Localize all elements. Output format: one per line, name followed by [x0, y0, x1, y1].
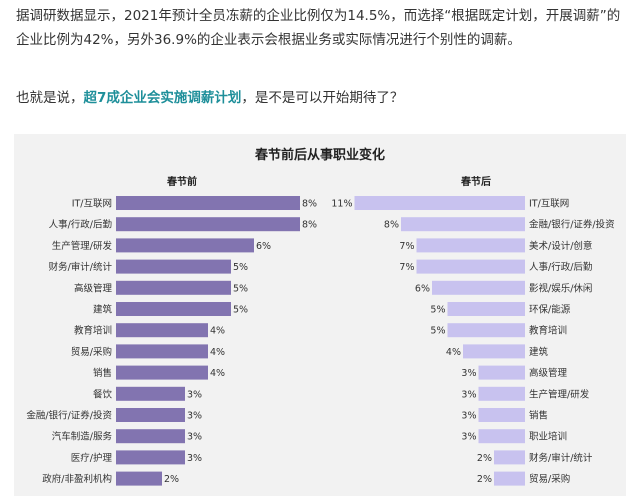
before-value-label: 4% — [210, 347, 225, 358]
summary-text-after: ，是不是可以开始期待了？ — [241, 90, 404, 106]
summary-paragraph: 也就是说，超7成企业会实施调薪计划，是不是可以开始期待了？ — [16, 86, 628, 110]
after-chart-subtitle: 春节后 — [461, 175, 491, 188]
after-bar — [478, 408, 525, 422]
before-bar — [116, 365, 208, 380]
after-value-label: 3% — [461, 411, 476, 422]
after-value-label: 3% — [461, 432, 476, 443]
after-bar — [494, 450, 525, 465]
before-bar — [116, 471, 162, 486]
after-category-label: 生产管理/研发 — [529, 388, 590, 400]
after-category-label: 贸易/采购 — [529, 473, 570, 485]
after-bar — [432, 280, 525, 295]
before-category-label: 医疗/护理 — [71, 452, 113, 464]
after-bar — [416, 238, 525, 253]
occupation-change-chart: 春节前后从事职业变化 春节前 春节后 IT/互联网 8% 人事/行政/后勤 8% 生产管… — [14, 134, 626, 496]
before-value-label: 5% — [233, 283, 248, 294]
after-value-label: 7% — [399, 262, 414, 273]
after-category-label: 美术/设计/创意 — [529, 240, 592, 252]
before-bar — [116, 323, 208, 338]
before-value-label: 4% — [210, 326, 225, 337]
after-category-label: 职业培训 — [529, 431, 567, 443]
after-value-label: 3% — [461, 389, 476, 400]
after-category-label: IT/互联网 — [529, 199, 569, 210]
before-value-label: 5% — [233, 305, 248, 316]
before-bar — [116, 302, 231, 316]
before-value-label: 8% — [302, 199, 317, 210]
before-category-label: 高级管理 — [74, 282, 113, 294]
before-bar — [116, 429, 185, 444]
before-bar — [116, 280, 231, 295]
before-category-label: IT/互联网 — [72, 199, 112, 210]
before-value-label: 3% — [187, 432, 202, 443]
after-category-label: 金融/银行/证券/投资 — [529, 219, 615, 231]
after-category-label: 影视/娱乐/休闲 — [529, 282, 592, 294]
after-chart-bars: 11% IT/互联网 8% 金融/银行/证券/投资 7% 美术/设计/创意 7% 人事/行政/… — [331, 196, 615, 486]
after-category-label: 环保/能源 — [529, 304, 571, 316]
after-category-label: 教育培训 — [529, 325, 567, 337]
after-value-label: 3% — [461, 368, 476, 379]
after-value-label: 5% — [430, 305, 445, 316]
before-category-label: 餐饮 — [93, 388, 113, 400]
after-bar — [478, 365, 525, 380]
before-bar — [116, 196, 300, 210]
before-bar — [116, 408, 185, 422]
before-category-label: 建筑 — [93, 304, 113, 316]
before-value-label: 8% — [302, 220, 317, 231]
before-bar — [116, 450, 185, 465]
before-value-label: 2% — [164, 474, 179, 485]
after-bar — [478, 386, 525, 401]
before-category-label: 销售 — [93, 367, 112, 379]
chart-title: 春节前后从事职业变化 — [254, 147, 385, 163]
before-category-label: 汽车制造/服务 — [52, 431, 113, 443]
before-category-label: 生产管理/研发 — [52, 240, 113, 252]
after-value-label: 2% — [477, 474, 492, 485]
after-bar — [478, 429, 525, 444]
after-bar — [354, 196, 525, 210]
before-category-label: 财务/审计/统计 — [49, 261, 113, 273]
after-value-label: 7% — [399, 241, 414, 252]
after-category-label: 人事/行政/后勤 — [529, 261, 592, 273]
after-bar — [447, 302, 525, 316]
after-category-label: 销售 — [529, 410, 548, 422]
summary-highlight-link[interactable]: 超7成企业会实施调薪计划 — [83, 90, 242, 106]
after-category-label: 建筑 — [529, 346, 549, 358]
after-value-label: 11% — [331, 199, 352, 210]
after-category-label: 财务/审计/统计 — [529, 452, 593, 464]
before-bar — [116, 344, 208, 359]
before-category-label: 政府/非盈利机构 — [42, 473, 112, 485]
chart-svg: 春节前后从事职业变化 春节前 春节后 IT/互联网 8% 人事/行政/后勤 8% 生产管… — [26, 147, 615, 486]
before-bar — [116, 386, 185, 401]
after-value-label: 8% — [384, 220, 399, 231]
after-category-label: 高级管理 — [529, 367, 568, 379]
before-value-label: 3% — [187, 389, 202, 400]
before-bar — [116, 217, 300, 232]
before-value-label: 4% — [210, 368, 225, 379]
before-bar — [116, 259, 231, 274]
summary-text-before: 也就是说， — [16, 90, 84, 106]
before-bar — [116, 238, 254, 253]
after-bar — [463, 344, 525, 359]
after-value-label: 6% — [415, 283, 430, 294]
before-chart-subtitle: 春节前 — [167, 175, 197, 188]
before-category-label: 贸易/采购 — [71, 346, 112, 358]
before-chart-bars: IT/互联网 8% 人事/行政/后勤 8% 生产管理/研发 6% 财务/审计/统计 5% 高级管… — [26, 196, 317, 486]
after-value-label: 4% — [446, 347, 461, 358]
intro-paragraph: 据调研数据显示，2021年预计全员冻薪的企业比例仅为14.5%，而选择“根据既定… — [16, 8, 621, 48]
before-category-label: 教育培训 — [74, 325, 112, 337]
before-value-label: 3% — [187, 411, 202, 422]
after-value-label: 2% — [477, 453, 492, 464]
before-value-label: 5% — [233, 262, 248, 273]
before-category-label: 人事/行政/后勤 — [49, 219, 112, 231]
after-bar — [416, 259, 525, 274]
before-value-label: 6% — [256, 241, 271, 252]
after-value-label: 5% — [430, 326, 445, 337]
after-bar — [494, 471, 525, 486]
after-bar — [401, 217, 525, 232]
before-category-label: 金融/银行/证券/投资 — [26, 410, 112, 422]
after-bar — [447, 323, 525, 338]
before-value-label: 3% — [187, 453, 202, 464]
